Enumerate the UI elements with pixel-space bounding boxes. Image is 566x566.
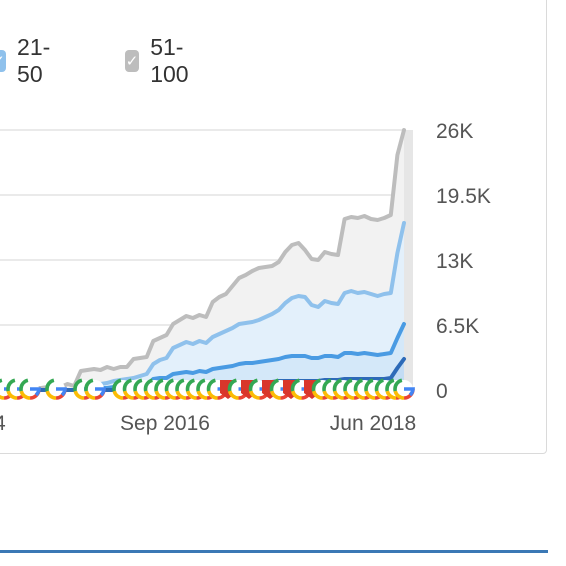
- x-axis-ticks: 4 Sep 2016 Jun 2018: [0, 412, 416, 435]
- y-tick-label: 13K: [436, 250, 473, 273]
- y-axis-ticks: 26K 19.5K 13K 6.5K 0: [436, 120, 491, 403]
- google-update-markers: [0, 378, 415, 400]
- x-tick-label: 4: [0, 412, 6, 435]
- legend-label: 51-100: [150, 34, 189, 87]
- y-tick-label: 26K: [436, 120, 473, 143]
- google-update-icon[interactable]: [393, 378, 415, 400]
- x-tick-label: Sep 2016: [120, 412, 210, 435]
- y-tick-label: 19.5K: [436, 185, 491, 208]
- y-tick-label: 6.5K: [436, 315, 479, 338]
- checkbox-checked-icon[interactable]: ✓: [0, 50, 7, 72]
- legend-item-21-50[interactable]: ✓ 21-50: [0, 34, 57, 87]
- google-update-icon[interactable]: [19, 378, 41, 400]
- y-tick-label: 0: [436, 380, 448, 403]
- section-divider: [0, 550, 548, 553]
- checkbox-checked-icon[interactable]: ✓: [125, 50, 140, 72]
- rankings-area-chart: 26K 19.5K 13K 6.5K 0 4 Sep 2016 Jun 2018: [0, 120, 491, 435]
- google-update-icon[interactable]: [45, 378, 67, 400]
- plot-right-border: [404, 130, 413, 390]
- x-tick-label: Jun 2018: [330, 412, 416, 435]
- legend-label: 21-50: [17, 34, 51, 87]
- google-update-icon[interactable]: [84, 378, 106, 400]
- series-area: [0, 324, 404, 390]
- legend-item-51-100[interactable]: ✓ 51-100: [125, 34, 196, 87]
- series-area: [0, 223, 404, 390]
